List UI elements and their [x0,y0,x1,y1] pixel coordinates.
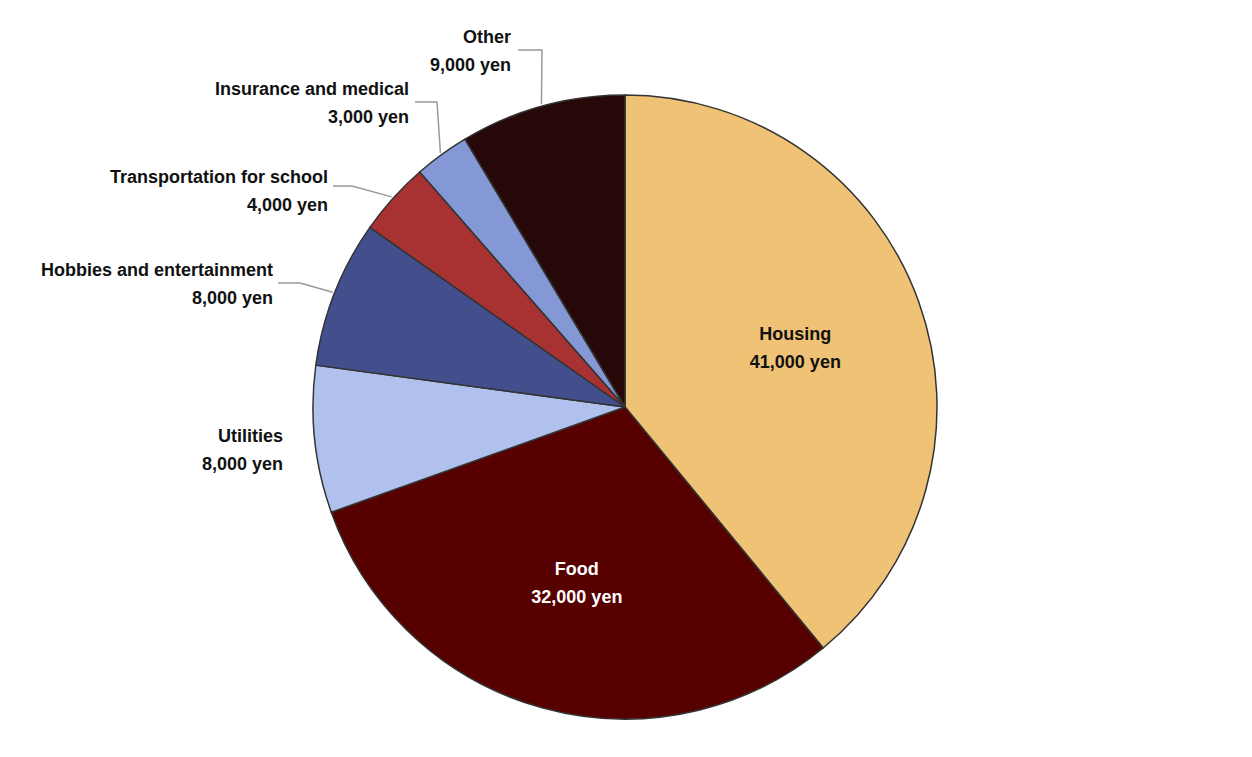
slice-label: Food [555,559,599,579]
chart: Housing 41,000 yen Food 32,000 yen Utilities… [0,0,1252,757]
leader-line [415,102,440,153]
slice-label: Insurance and medical [215,79,409,99]
slice-label: Housing [759,324,831,344]
value-label: 41,000 yen [750,352,841,372]
value-label: 8,000 yen [192,288,273,308]
value-label: 3,000 yen [328,107,409,127]
slice-label: Hobbies and entertainment [41,260,273,280]
leader-line [333,186,392,197]
leader-line [278,283,333,292]
value-label: 32,000 yen [531,587,622,607]
value-label: 4,000 yen [247,195,328,215]
slices [313,95,937,719]
value-label: 9,000 yen [430,55,511,75]
labels: Housing 41,000 yen Food 32,000 yen Utilities… [41,27,841,607]
value-label: 8,000 yen [202,454,283,474]
pie-slice [465,95,625,407]
slice-label: Other [463,27,511,47]
slice-label: Transportation for school [110,167,328,187]
slice-label: Utilities [218,426,283,446]
leader-line [518,50,542,104]
